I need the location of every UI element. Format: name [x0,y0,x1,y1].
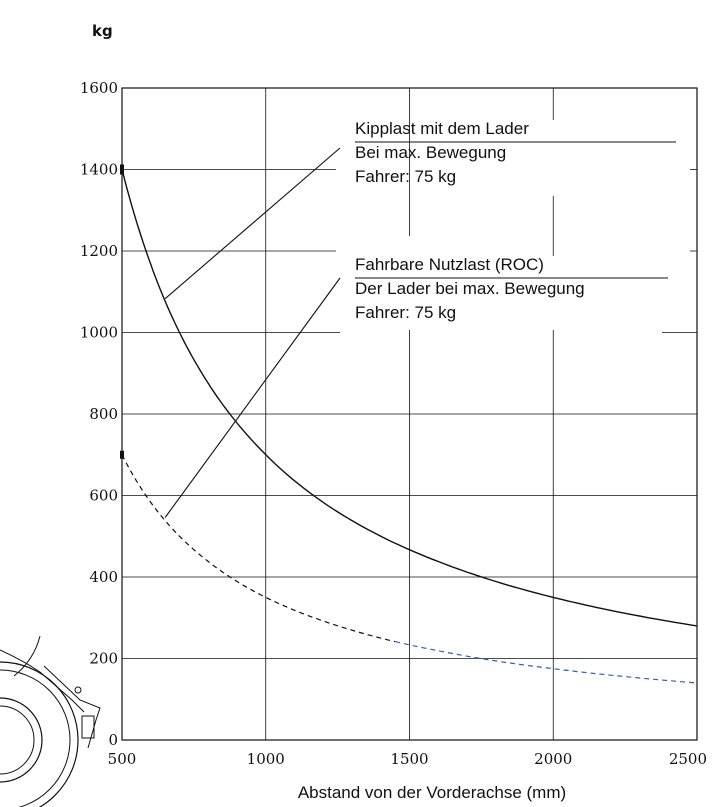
y-tick-label: 1400 [80,161,118,179]
y-tick-label: 400 [89,568,118,586]
x-tick-label: 1000 [247,750,285,768]
series-start-marker [120,450,124,459]
tick-labels: 0 200 400 600 800 1000 1200 1400 1600 500 1000 1500… [80,79,707,768]
series [120,164,698,684]
annotation-leader [164,277,341,518]
annotation: Kipplast mit dem Lader Bei max. Bewegung F… [164,119,676,300]
grid [121,87,698,741]
series-line-dashed [121,454,396,643]
x-axis-title: Abstand von der Vorderachse (mm) [298,783,566,802]
annotation-text-line: Der Lader bei max. Bewegung [355,279,585,298]
series-line-solid [121,169,698,627]
x-tick-label: 1500 [390,750,428,768]
y-unit-label: kg [92,22,113,40]
y-tick-label: 0 [108,731,118,749]
series-line-dashed-tail [394,641,698,684]
annotation-text-line: Fahrbare Nutzlast (ROC) [355,255,544,274]
annotation-leader [164,147,341,300]
y-tick-label: 600 [89,487,118,505]
y-tick-label: 1000 [80,324,118,342]
x-tick-label: 2500 [669,750,707,768]
x-tick-label: 2000 [534,750,572,768]
annotation-text-line: Fahrer: 75 kg [355,167,456,186]
series-start-marker [120,164,124,175]
annotation-text-line: Kipplast mit dem Lader [355,119,529,138]
annotation: Fahrbare Nutzlast (ROC) Der Lader bei max… [164,255,668,518]
y-tick-label: 200 [89,650,118,668]
wheel-illustration [0,635,101,807]
y-tick-label: 1200 [80,242,118,260]
y-tick-label: 1600 [80,79,118,97]
annotations: Kipplast mit dem Lader Bei max. Bewegung F… [164,119,676,518]
y-tick-label: 800 [89,405,118,423]
annotation-text-line: Fahrer: 75 kg [355,303,456,322]
annotation-text-line: Bei max. Bewegung [355,143,506,162]
x-tick-label: 500 [108,750,137,768]
